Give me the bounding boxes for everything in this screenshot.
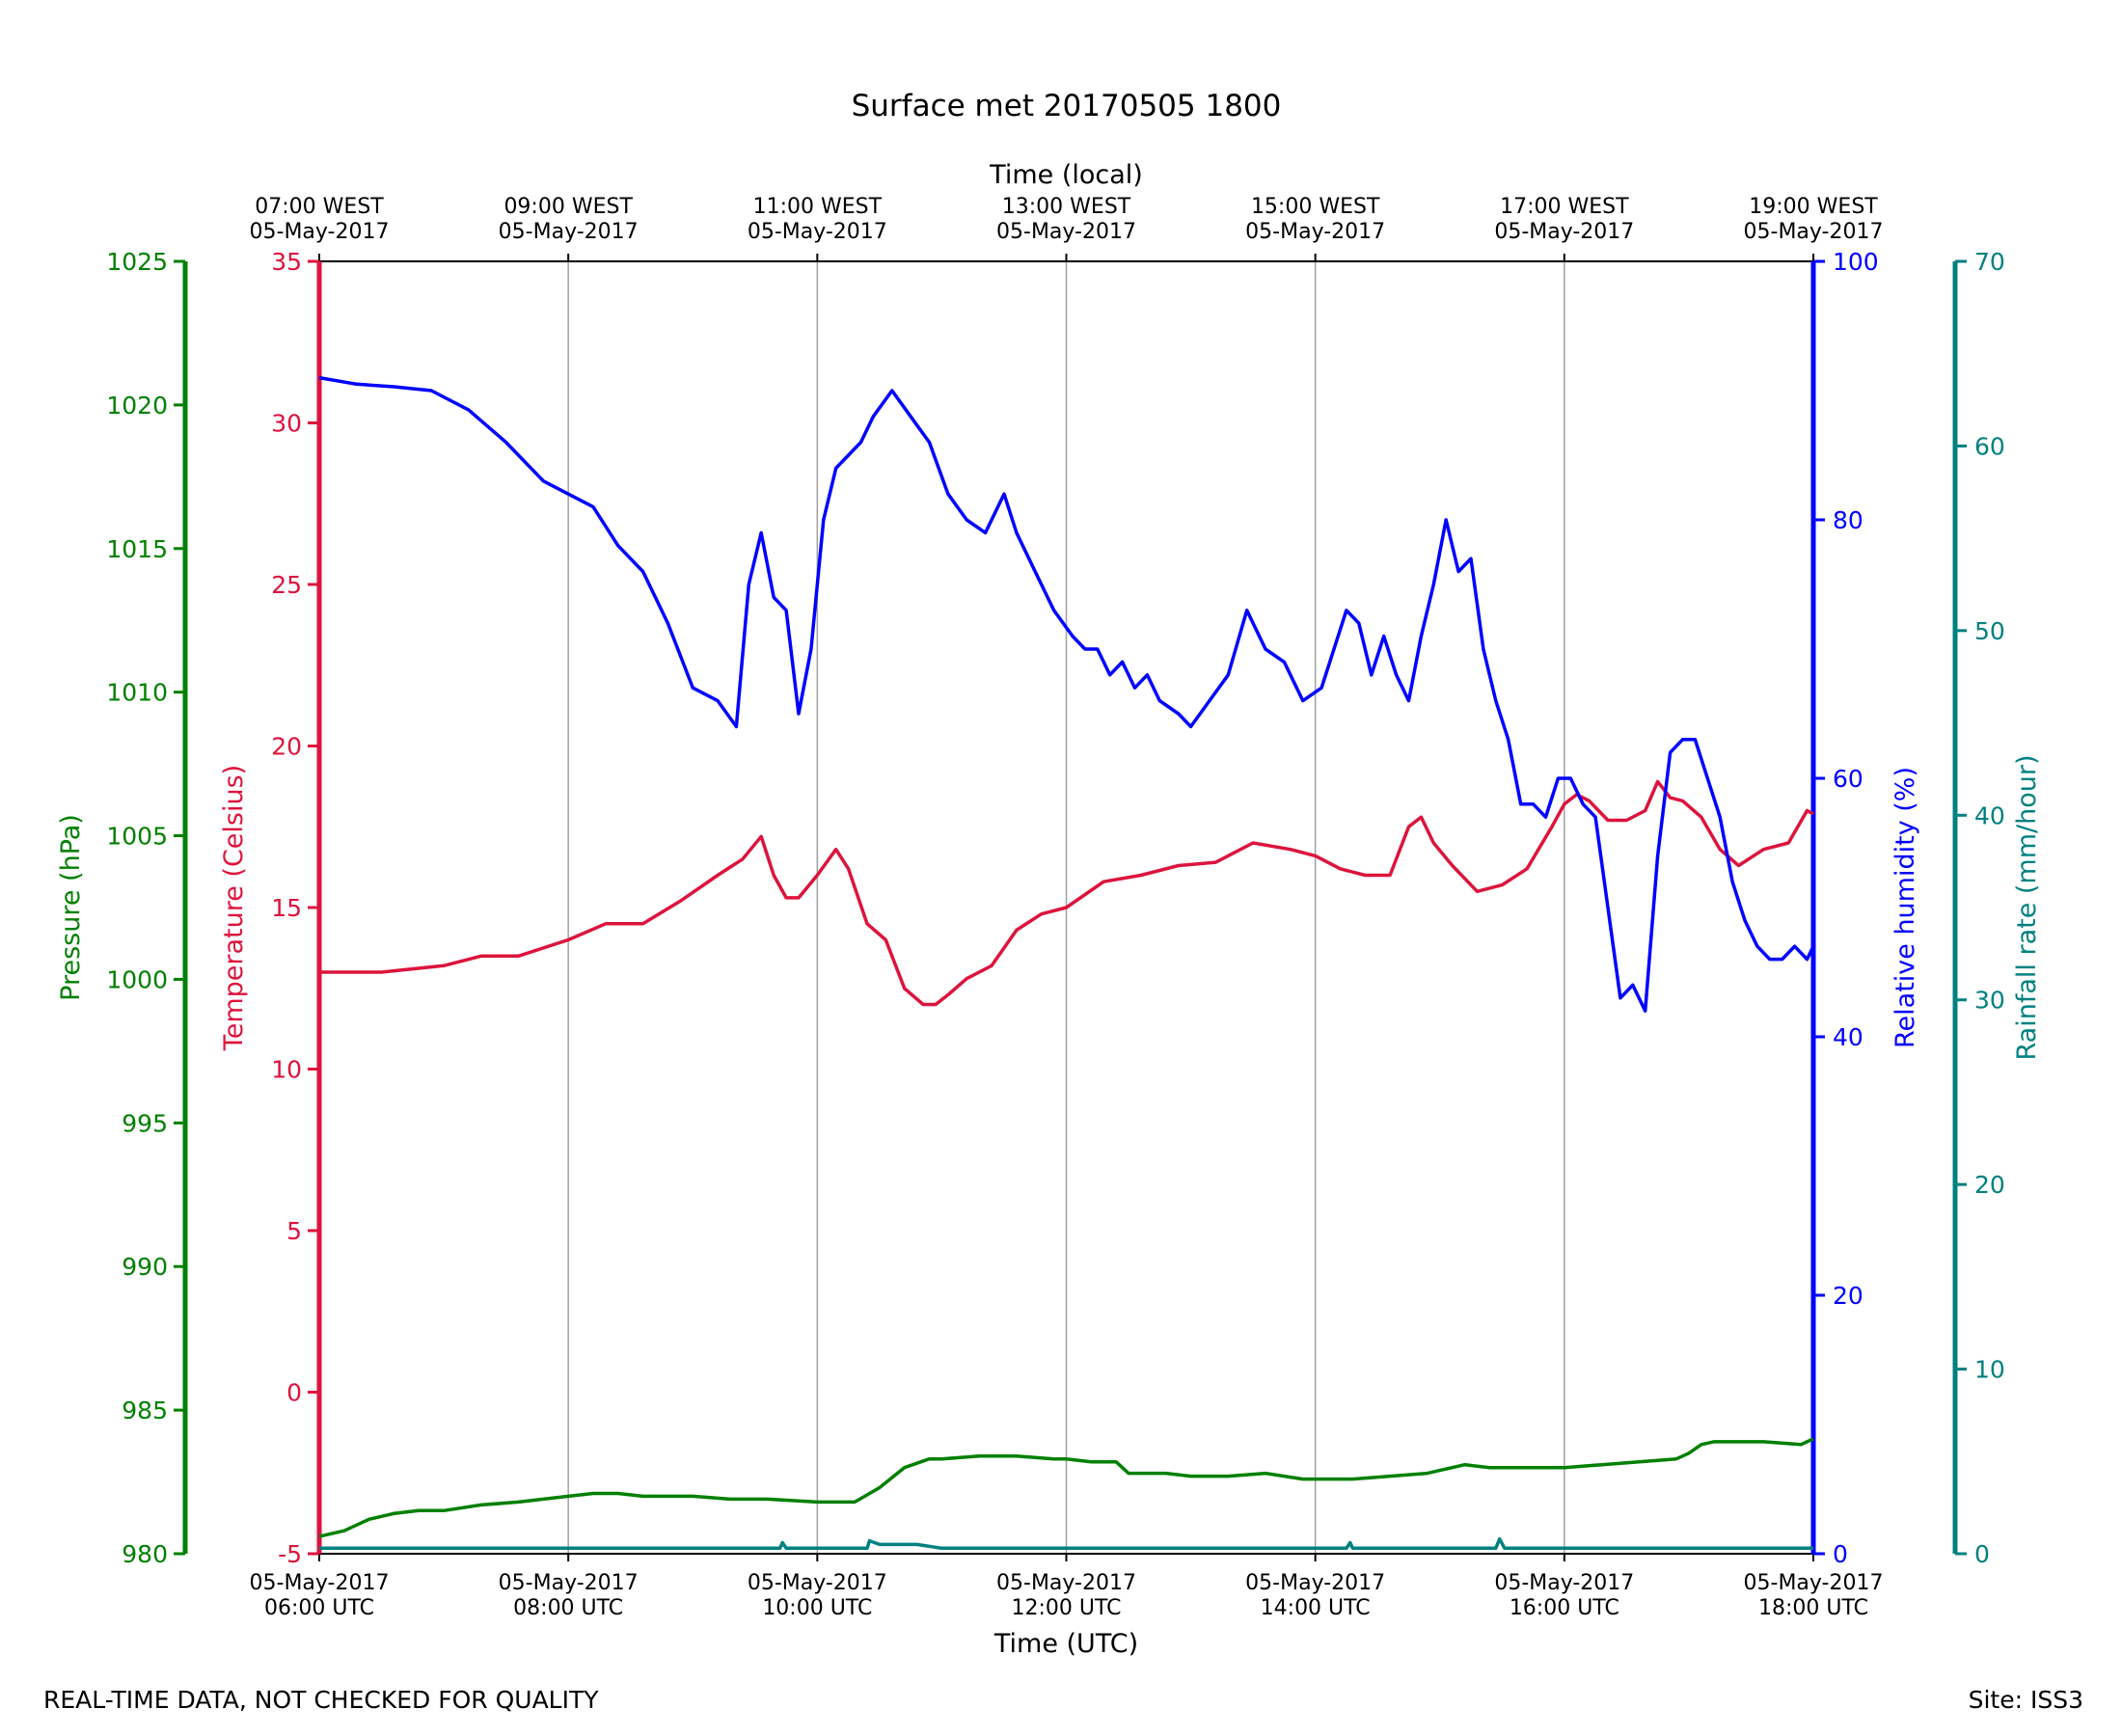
top-tick-label: 13:00 WEST	[1002, 195, 1131, 219]
bottom-tick-label: 05-May-2017	[499, 1571, 639, 1595]
temperature-axis-tick-label: 15	[271, 894, 302, 922]
temperature-axis-tick-label: -5	[278, 1540, 302, 1568]
pressure-axis-tick-label: 980	[122, 1540, 168, 1568]
top-tick-label: 05-May-2017	[1494, 220, 1634, 244]
top-tick-label: 05-May-2017	[250, 220, 390, 244]
humidity-axis-tick-label: 0	[1833, 1540, 1848, 1568]
humidity-axis-tick-label: 80	[1833, 506, 1864, 534]
pressure-axis-tick-label: 1005	[106, 823, 168, 851]
bottom-tick-label: 06:00 UTC	[264, 1596, 374, 1620]
footer-site: Site: ISS3	[1968, 1686, 2083, 1714]
bottom-tick-label: 05-May-2017	[1494, 1571, 1634, 1595]
pressure-axis-tick-label: 990	[122, 1253, 168, 1281]
humidity-axis-tick-label: 20	[1833, 1282, 1864, 1310]
series-rainfall-rate	[319, 1536, 1813, 1551]
rainfall-axis-tick-label: 50	[1974, 617, 2005, 645]
top-tick-label: 09:00 WEST	[503, 195, 633, 219]
chart-title: Surface met 20170505 1800	[852, 89, 1282, 123]
rainfall-axis-tick-label: 0	[1974, 1540, 1990, 1568]
top-tick-label: 05-May-2017	[499, 220, 639, 244]
bottom-tick-label: 05-May-2017	[1744, 1571, 1884, 1595]
footer-disclaimer: REAL-TIME DATA, NOT CHECKED FOR QUALITY	[43, 1686, 599, 1714]
rainfall-axis-tick-label: 70	[1974, 248, 2005, 276]
rainfall-axis-tick-label: 40	[1974, 801, 2005, 829]
top-tick-label: 05-May-2017	[1744, 220, 1884, 244]
bottom-tick-label: 05-May-2017	[250, 1571, 390, 1595]
top-tick-label: 05-May-2017	[1245, 220, 1385, 244]
temperature-axis-label: Temperature (Celsius)	[219, 765, 249, 1051]
top-tick-label: 19:00 WEST	[1749, 195, 1878, 219]
bottom-tick-label: 05-May-2017	[748, 1571, 887, 1595]
temperature-axis-tick-label: 5	[286, 1217, 302, 1245]
bottom-tick-label: 10:00 UTC	[762, 1596, 872, 1620]
series-relative-humidity	[318, 375, 1815, 1013]
rainfall-axis-tick-label: 20	[1974, 1171, 2005, 1199]
top-tick-label: 11:00 WEST	[753, 195, 883, 219]
temperature-axis-tick-label: 20	[271, 733, 302, 761]
rainfall-axis-label: Rainfall rate (mm/hour)	[2012, 755, 2042, 1061]
series-pressure	[318, 1437, 1814, 1538]
top-axis-label: Time (local)	[989, 160, 1143, 190]
top-tick-label: 05-May-2017	[748, 220, 887, 244]
temperature-axis-tick-label: 30	[271, 410, 302, 438]
pressure-axis-tick-label: 1025	[106, 248, 168, 276]
bottom-tick-label: 12:00 UTC	[1011, 1596, 1121, 1620]
pressure-axis-tick-label: 1000	[106, 965, 168, 993]
temperature-axis-tick-label: 10	[271, 1056, 302, 1084]
pressure-axis-tick-label: 1020	[106, 392, 168, 420]
top-tick-label: 17:00 WEST	[1500, 195, 1629, 219]
bottom-tick-label: 18:00 UTC	[1758, 1596, 1868, 1620]
pressure-axis-label: Pressure (hPa)	[56, 814, 86, 1001]
pressure-axis-tick-label: 1010	[106, 679, 168, 707]
series-temperature	[319, 779, 1814, 1007]
humidity-axis-tick-label: 100	[1833, 248, 1879, 276]
rainfall-axis-tick-label: 10	[1974, 1356, 2005, 1384]
bottom-tick-label: 05-May-2017	[996, 1571, 1136, 1595]
bottom-tick-label: 05-May-2017	[1245, 1571, 1385, 1595]
humidity-axis-label: Relative humidity (%)	[1891, 767, 1920, 1048]
humidity-axis-tick-label: 60	[1833, 765, 1864, 793]
bottom-tick-label: 16:00 UTC	[1510, 1596, 1619, 1620]
top-tick-label: 05-May-2017	[996, 220, 1136, 244]
temperature-axis-tick-label: 25	[271, 571, 302, 599]
humidity-axis-tick-label: 40	[1833, 1023, 1864, 1051]
temperature-axis-tick-label: 0	[286, 1379, 302, 1407]
top-tick-label: 07:00 WEST	[255, 195, 384, 219]
top-tick-label: 15:00 WEST	[1251, 195, 1380, 219]
bottom-tick-label: 14:00 UTC	[1261, 1596, 1371, 1620]
pressure-axis-tick-label: 1015	[106, 535, 168, 563]
pressure-axis-tick-label: 985	[122, 1397, 168, 1424]
bottom-axis-label: Time (UTC)	[993, 1629, 1138, 1659]
rainfall-axis-tick-label: 60	[1974, 432, 2005, 460]
pressure-axis-tick-label: 995	[122, 1109, 168, 1137]
rainfall-axis-tick-label: 30	[1974, 987, 2005, 1015]
temperature-axis-tick-label: 35	[271, 248, 302, 276]
bottom-tick-label: 08:00 UTC	[513, 1596, 623, 1620]
